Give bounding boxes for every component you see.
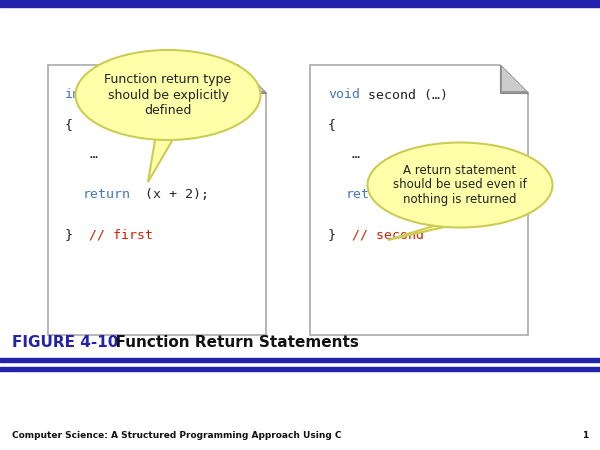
Text: Function Return Statements: Function Return Statements (105, 335, 359, 350)
Text: first (…): first (…) (95, 89, 167, 102)
Text: …: … (352, 148, 360, 162)
Text: // first: // first (89, 229, 153, 242)
Polygon shape (238, 65, 266, 93)
Text: {: { (65, 118, 73, 131)
Text: }: } (328, 229, 336, 242)
Text: FIGURE 4-10: FIGURE 4-10 (12, 335, 118, 350)
Polygon shape (500, 65, 528, 93)
Text: Computer Science: A Structured Programming Approach Using C: Computer Science: A Structured Programmi… (12, 431, 341, 440)
Polygon shape (502, 67, 526, 91)
Text: return: return (83, 189, 131, 202)
Polygon shape (240, 67, 264, 91)
Text: {: { (328, 118, 336, 131)
Text: …: … (89, 148, 97, 162)
Text: // second: // second (352, 229, 424, 242)
Text: }: } (65, 229, 73, 242)
Polygon shape (48, 65, 266, 335)
Text: void: void (328, 89, 360, 102)
Polygon shape (148, 134, 176, 182)
Text: (x + 2);: (x + 2); (145, 189, 209, 202)
Text: second (…): second (…) (368, 89, 448, 102)
Text: ;: ; (408, 189, 416, 202)
Text: 1: 1 (582, 431, 588, 440)
Ellipse shape (76, 50, 260, 140)
Text: Function return type
should be explicitly
defined: Function return type should be explicitl… (104, 73, 232, 117)
Ellipse shape (367, 143, 553, 228)
Text: int: int (65, 89, 89, 102)
Polygon shape (310, 65, 528, 335)
Text: A return statement
should be used even if
nothing is returned: A return statement should be used even i… (393, 163, 527, 207)
Polygon shape (388, 221, 468, 240)
Text: return: return (346, 189, 394, 202)
